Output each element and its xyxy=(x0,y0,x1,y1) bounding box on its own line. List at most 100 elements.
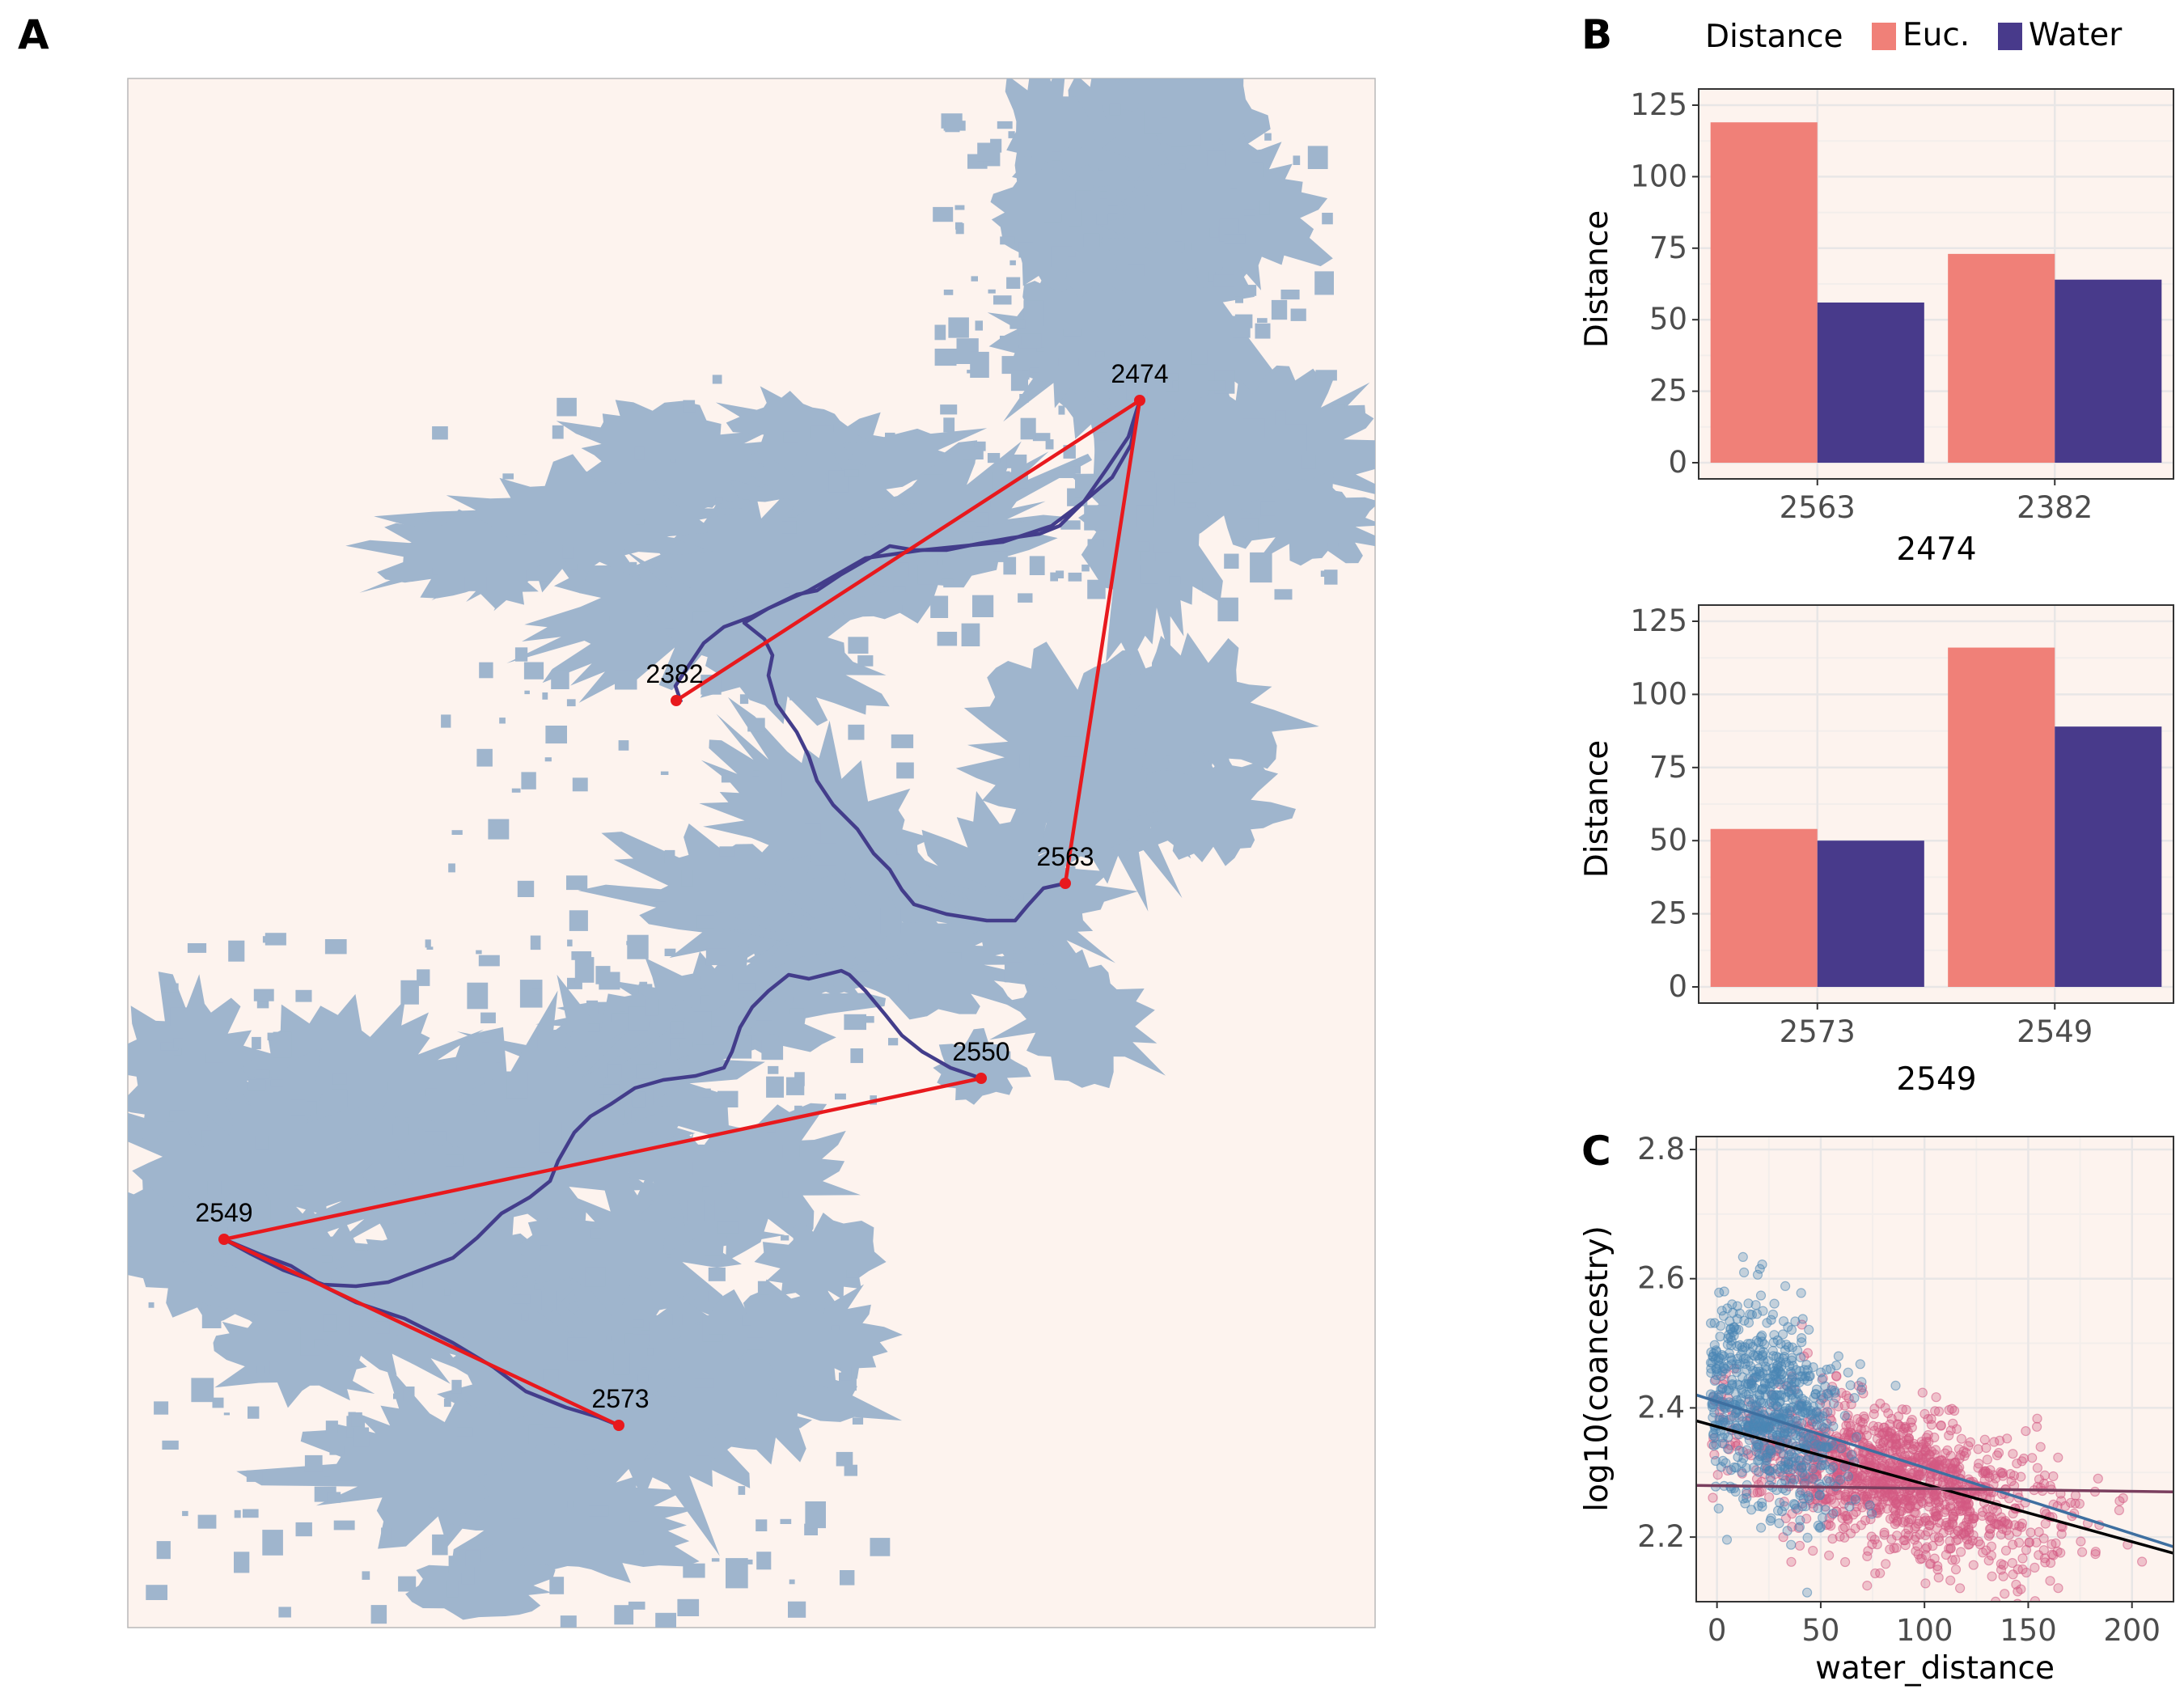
legend-swatch-euc xyxy=(1872,23,1896,50)
scatter-point xyxy=(1980,1466,1991,1476)
scatter-point xyxy=(1967,1514,1978,1524)
water-fleck xyxy=(478,955,500,967)
water-fleck xyxy=(624,1109,632,1119)
scatter-point xyxy=(1739,1267,1750,1278)
water-fleck xyxy=(766,1076,784,1098)
scatter-point xyxy=(1887,1492,1898,1503)
scatter-point xyxy=(2017,1456,2027,1467)
water-fleck xyxy=(417,969,430,986)
water-fleck xyxy=(639,981,648,986)
scatter-point xyxy=(1845,1380,1856,1391)
water-fleck xyxy=(1307,146,1328,169)
water-fleck xyxy=(888,562,909,578)
scatter-point xyxy=(1842,1510,1852,1522)
water-fleck xyxy=(1153,544,1172,553)
water-fleck xyxy=(1200,140,1213,146)
water-fleck xyxy=(327,1492,341,1503)
water-fleck xyxy=(1087,539,1104,547)
scatter-point xyxy=(1732,1367,1742,1378)
scatter-point xyxy=(1706,1318,1716,1328)
scatter-point xyxy=(2034,1550,2044,1560)
water-fleck xyxy=(262,1530,283,1556)
water-fleck xyxy=(620,1007,626,1012)
water-fleck xyxy=(934,349,957,366)
water-fleck xyxy=(464,576,487,591)
scatter-plot: log10(coancestry) water_distance 0 50 100 1… xyxy=(1579,1132,2174,1687)
water-fleck xyxy=(679,1041,693,1048)
scatter-point xyxy=(2008,1471,2020,1481)
water-fleck xyxy=(770,1392,777,1397)
scatter-point xyxy=(1974,1459,1984,1469)
water-fleck xyxy=(844,469,859,477)
water-body xyxy=(1117,633,1319,806)
scatter-point xyxy=(2048,1471,2059,1482)
water-fleck xyxy=(375,1321,390,1334)
scatter-point xyxy=(2012,1459,2022,1469)
scatter-point xyxy=(1711,1439,1721,1450)
water-fleck xyxy=(1213,274,1234,287)
water-fleck xyxy=(1179,482,1197,503)
water-fleck xyxy=(1322,213,1333,225)
scatter-point xyxy=(1945,1543,1956,1554)
water-fleck xyxy=(560,1615,577,1628)
scatter-point xyxy=(1706,1363,1716,1374)
scatter-point xyxy=(1824,1550,1835,1560)
scatter-point xyxy=(2032,1463,2042,1473)
water-fleck xyxy=(476,950,482,955)
panel-label-b: B xyxy=(1581,11,1612,58)
scatter-point xyxy=(1804,1324,1814,1335)
scatter-point xyxy=(1716,1320,1726,1332)
water-fleck xyxy=(1171,126,1187,147)
water-fleck xyxy=(398,1576,417,1592)
water-fleck xyxy=(148,1302,154,1308)
scatter-point xyxy=(1761,1421,1771,1433)
scatter-point xyxy=(1933,1406,1945,1416)
water-fleck xyxy=(633,1319,644,1328)
water-fleck xyxy=(566,699,576,707)
water-fleck xyxy=(432,426,448,440)
scatter-point xyxy=(1988,1470,1999,1480)
water-fleck xyxy=(524,690,530,695)
scatter-point xyxy=(1986,1550,1996,1561)
water-fleck xyxy=(635,518,645,525)
water-fleck xyxy=(788,1601,806,1618)
scatter-point xyxy=(1795,1365,1805,1377)
water-body xyxy=(405,1539,556,1620)
scatter-point xyxy=(1925,1558,1936,1569)
bar-xtick-label: 2382 xyxy=(2017,490,2093,525)
bar-ytick-label: 25 xyxy=(1649,374,1687,409)
scatter-point xyxy=(1784,1361,1795,1372)
water-fleck xyxy=(975,320,983,331)
scatter-point xyxy=(1757,1336,1767,1347)
water-fleck xyxy=(743,499,750,503)
water-fleck xyxy=(613,1353,630,1375)
water-fleck xyxy=(1029,367,1039,373)
scatter-point xyxy=(1840,1556,1851,1568)
scatter-point xyxy=(1779,1384,1789,1395)
water-fleck xyxy=(191,1378,214,1403)
water-fleck xyxy=(551,670,569,689)
scatter-point xyxy=(1930,1406,1941,1416)
water-fleck xyxy=(896,762,914,779)
scatter-point xyxy=(1765,1405,1776,1416)
water-fleck xyxy=(677,1598,700,1616)
water-fleck xyxy=(465,1550,480,1567)
water-fleck xyxy=(942,578,954,584)
water-body xyxy=(1005,78,1095,182)
water-fleck xyxy=(705,948,726,966)
water-fleck xyxy=(1285,424,1307,451)
water-fleck xyxy=(295,1522,312,1537)
water-fleck xyxy=(170,1007,188,1026)
water-fleck xyxy=(1240,518,1259,536)
scatter-point xyxy=(1963,1441,1974,1451)
water-fleck xyxy=(1098,167,1103,171)
water-fleck xyxy=(1000,236,1015,245)
scatter-point xyxy=(1737,1251,1748,1263)
water-fleck xyxy=(187,943,207,953)
water-fleck xyxy=(1009,260,1016,265)
water-fleck xyxy=(381,1527,392,1540)
scatter-point xyxy=(1909,1438,1919,1449)
water-body xyxy=(427,1436,700,1583)
water-fleck xyxy=(146,1585,167,1600)
water-fleck xyxy=(1184,242,1191,251)
